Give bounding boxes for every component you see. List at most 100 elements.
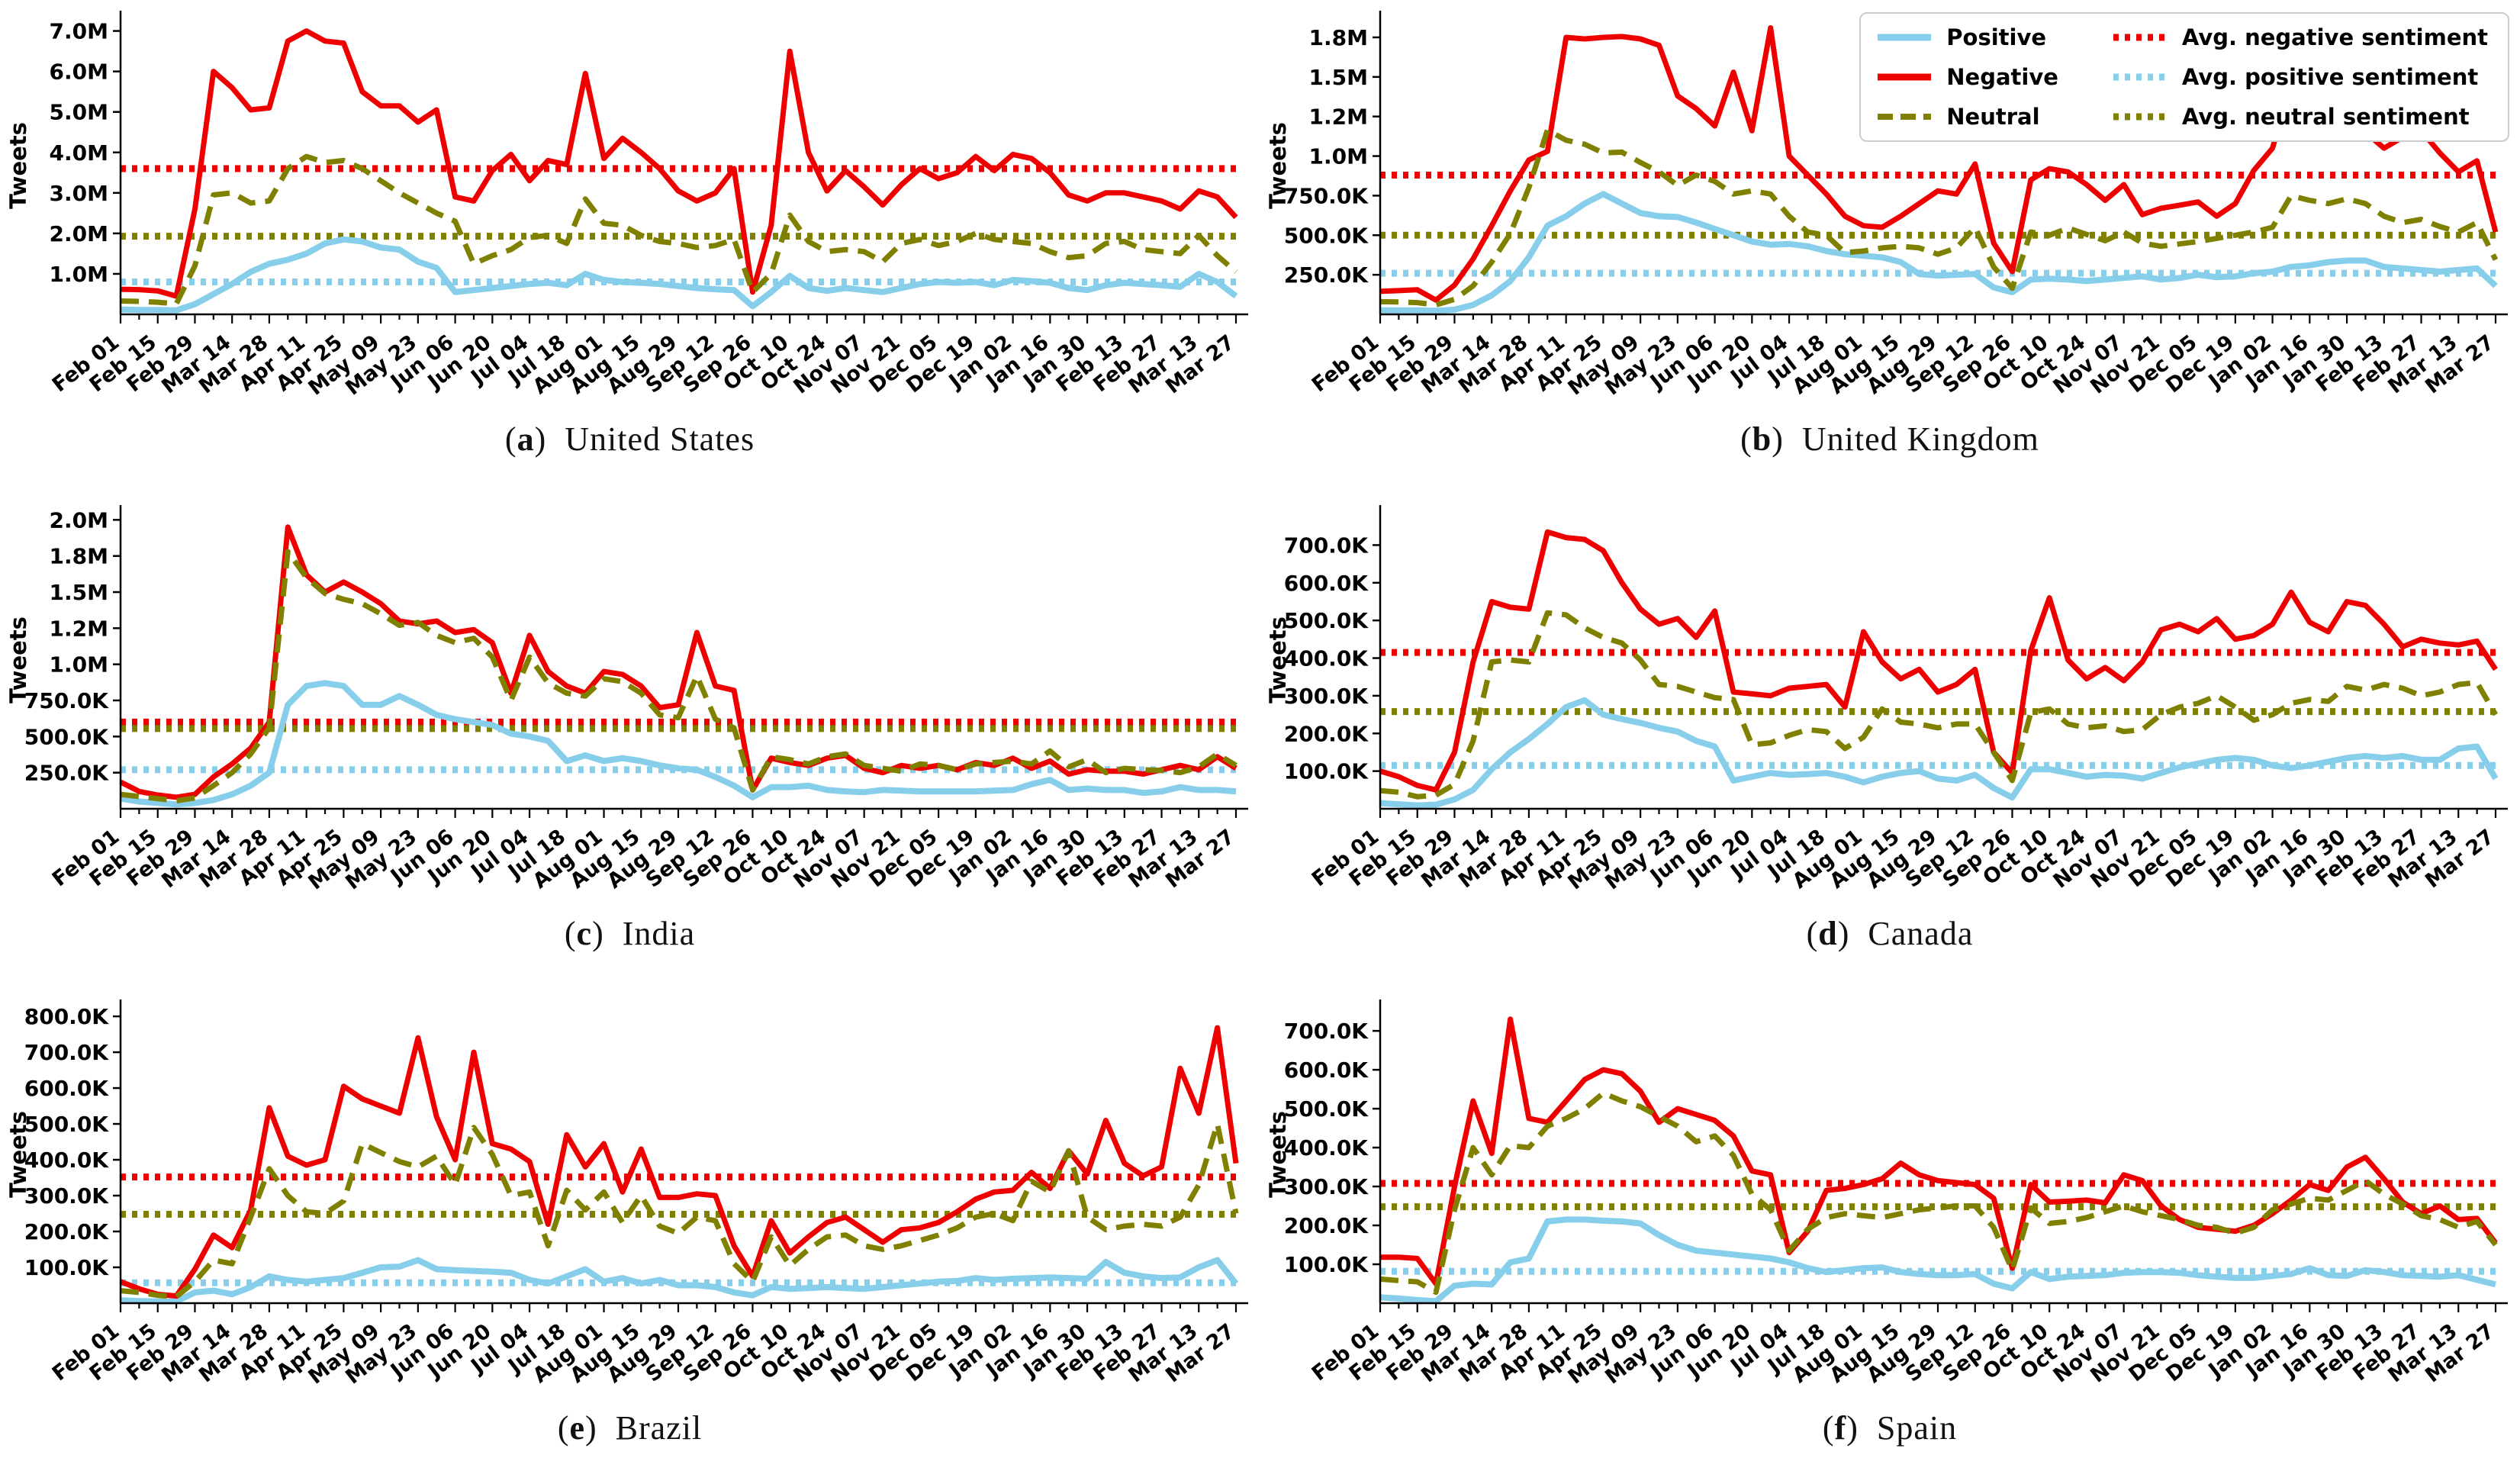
series-line-neutral xyxy=(120,1121,1239,1299)
y-tick-label: 200.0K xyxy=(24,1219,110,1244)
legend-entry-positive: Positive xyxy=(1876,24,2058,50)
legend-entry-neutral: Neutral xyxy=(1876,104,2058,130)
caption-close: ) xyxy=(1837,915,1850,952)
y-tick-label: 700.0K xyxy=(1284,1019,1369,1044)
y-tick-label: 1.5M xyxy=(50,580,108,605)
caption-open: ( xyxy=(1822,1409,1835,1447)
caption-close: ) xyxy=(592,915,604,952)
caption-letter: e xyxy=(569,1409,585,1447)
y-tick-label: 5.0M xyxy=(50,100,108,125)
panel-d-chart: 100.0K 200.0K 300.0K 400.0K 500.0K 600.0K 700.… xyxy=(1265,505,2508,895)
y-tick-label: 300.0K xyxy=(1284,684,1369,709)
series-line-neutral xyxy=(120,153,1238,307)
y-tick-label: 4.0M xyxy=(50,140,108,166)
caption-open: ( xyxy=(557,1409,570,1447)
y-tick-label: 200.0K xyxy=(1284,721,1369,746)
panel-f-spain: 100.0K 200.0K 300.0K 400.0K 500.0K 600.0K 700.… xyxy=(1260,989,2520,1484)
series-line-neutral xyxy=(1379,1090,2498,1296)
series-line-neutral xyxy=(120,549,1237,804)
y-tick-label: 1.8M xyxy=(50,544,108,569)
caption-title: Brazil xyxy=(615,1409,703,1447)
y-tick-label: 100.0K xyxy=(1284,759,1369,784)
legend-column-averages: Avg. negative sentiment Avg. positive se… xyxy=(2112,24,2488,130)
avg-neutral-dotted-line-icon xyxy=(2113,113,2167,121)
series-line-positive xyxy=(1379,1216,2496,1305)
series-line-negative xyxy=(1380,1016,2498,1286)
y-tick-label: 100.0K xyxy=(1284,1252,1369,1277)
y-tick-label: 1.0M xyxy=(50,262,108,287)
y-tick-label: 500.0K xyxy=(1284,1096,1369,1122)
y-tick-label: 1.0M xyxy=(50,652,108,678)
y-tick-label: 2.0M xyxy=(50,221,108,246)
caption-title: Canada xyxy=(1868,915,1974,952)
caption-letter: a xyxy=(517,420,535,458)
caption-close: ) xyxy=(534,420,547,458)
legend-entry-avg-positive: Avg. positive sentiment xyxy=(2112,64,2488,90)
legend-label: Negative xyxy=(1946,64,2058,90)
panel-e-caption: (e) Brazil xyxy=(0,1408,1260,1447)
y-tick-label: 1.0M xyxy=(1309,144,1368,169)
y-tick-label: 1.5M xyxy=(1309,65,1368,90)
series-line-positive xyxy=(120,236,1238,314)
y-tick-label: 400.0K xyxy=(24,1148,110,1173)
legend-entry-avg-neutral: Avg. neutral sentiment xyxy=(2112,104,2488,130)
legend-label: Avg. positive sentiment xyxy=(2181,64,2479,90)
caption-close: ) xyxy=(585,1409,597,1447)
y-tick-label: 400.0K xyxy=(1284,646,1369,671)
panel-d-canada: 100.0K 200.0K 300.0K 400.0K 500.0K 600.0K 700.… xyxy=(1260,494,2520,989)
caption-title: United States xyxy=(565,420,755,458)
y-tick-label: 250.0K xyxy=(1284,262,1369,288)
caption-close: ) xyxy=(1772,420,1784,458)
panel-c-india: 250.0K 500.0K 750.0K 1.0M 1.2M 1.5M 1.8M 2.0M Fe… xyxy=(0,494,1260,989)
y-axis-title: Tweets xyxy=(1265,122,1291,209)
y-tick-label: 2.0M xyxy=(50,507,108,533)
caption-open: ( xyxy=(1806,915,1819,952)
y-tick-label: 700.0K xyxy=(24,1040,110,1065)
caption-letter: f xyxy=(1834,1409,1847,1447)
series-line-neutral xyxy=(1379,127,2499,308)
y-tick-label: 1.2M xyxy=(1309,105,1368,130)
y-axis-title: Tweets xyxy=(5,1111,31,1198)
y-axis-title: Tweets xyxy=(5,122,31,209)
caption-title: Spain xyxy=(1876,1409,1958,1447)
series-line-negative xyxy=(120,28,1238,299)
chart-legend: Positive Negative Neutral Avg. negative … xyxy=(1859,12,2509,142)
caption-letter: b xyxy=(1752,420,1772,458)
legend-entry-avg-negative: Avg. negative sentiment xyxy=(2112,24,2488,50)
y-tick-label: 750.0K xyxy=(1284,183,1369,208)
y-axis-title: Tweets xyxy=(1265,1111,1291,1198)
legend-label: Avg. neutral sentiment xyxy=(2181,104,2470,130)
legend-label: Avg. negative sentiment xyxy=(2181,24,2488,50)
negative-line-icon xyxy=(1878,73,1932,81)
y-tick-label: 400.0K xyxy=(1284,1135,1369,1160)
legend-label: Neutral xyxy=(1946,104,2040,130)
avg-positive-dotted-line-icon xyxy=(2113,73,2167,81)
caption-letter: d xyxy=(1818,915,1838,952)
y-tick-label: 300.0K xyxy=(24,1183,110,1209)
y-tick-label: 6.0M xyxy=(50,60,108,85)
panel-e-brazil: 100.0K 200.0K 300.0K 400.0K 500.0K 600.0K 700.… xyxy=(0,989,1260,1484)
series-line-positive xyxy=(120,1257,1239,1305)
y-tick-label: 7.0M xyxy=(50,19,108,44)
series-line-positive xyxy=(1379,697,2499,809)
y-tick-label: 600.0K xyxy=(1284,571,1369,596)
y-tick-label: 300.0K xyxy=(1284,1174,1369,1199)
panel-f-chart: 100.0K 200.0K 300.0K 400.0K 500.0K 600.0K 700.… xyxy=(1265,1000,2508,1389)
caption-title: United Kingdom xyxy=(1801,420,2039,458)
y-tick-label: 200.0K xyxy=(1284,1213,1369,1238)
y-tick-label: 100.0K xyxy=(24,1255,110,1280)
y-tick-label: 1.2M xyxy=(50,616,108,641)
avg-negative-dotted-line-icon xyxy=(2113,34,2167,41)
series-line-positive xyxy=(120,680,1237,808)
panel-e-chart: 100.0K 200.0K 300.0K 400.0K 500.0K 600.0K 700.… xyxy=(5,1000,1248,1389)
series-line-positive xyxy=(1380,191,2498,314)
caption-letter: c xyxy=(576,915,593,952)
panel-a-united-states: 1.0M 2.0M 3.0M 4.0M 5.0M 6.0M 7.0M Feb 01 Feb 15… xyxy=(0,0,1260,494)
caption-open: ( xyxy=(1740,420,1752,458)
y-tick-label: 800.0K xyxy=(24,1004,110,1029)
y-tick-label: 250.0K xyxy=(24,761,110,786)
legend-label: Positive xyxy=(1946,24,2047,50)
